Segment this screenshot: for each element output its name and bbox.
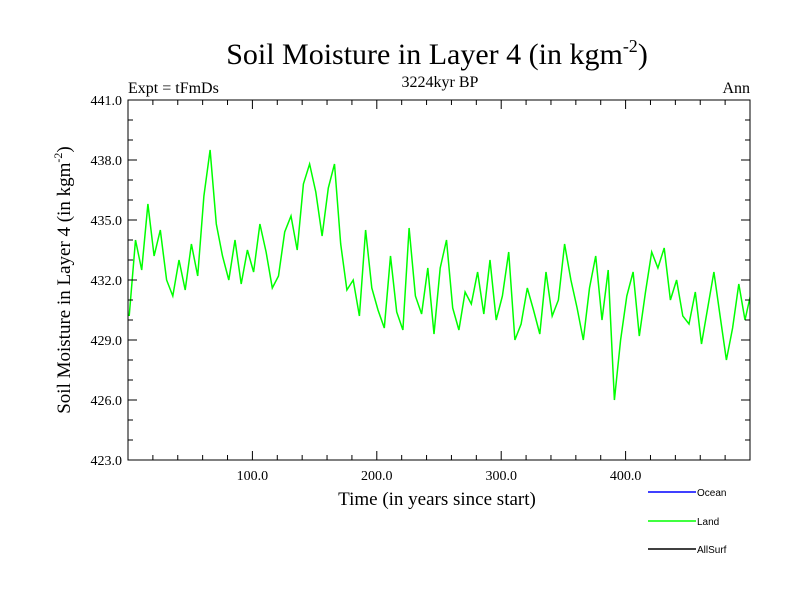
x-tick-label: 400.0 <box>610 469 642 484</box>
plot-area: 100.0 200.0 300.0 400.0 423.0 426.0 429.0 432.0… <box>91 94 751 484</box>
y-axis-label-superscript: -2 <box>51 153 65 163</box>
x-tick-label: 200.0 <box>361 469 393 484</box>
legend-label-ocean: Ocean <box>697 488 726 499</box>
series-line-land <box>128 149 750 401</box>
legend: Ocean Land AllSurf <box>648 488 727 556</box>
chart-title-main: Soil Moisture in Layer 4 (in kgm <box>226 38 623 71</box>
svg-text:Soil Moisture in Layer 4 (in k: Soil Moisture in Layer 4 (in kgm-2) <box>51 146 75 414</box>
x-tick-label: 100.0 <box>237 469 269 484</box>
chart-title: Soil Moisture in Layer 4 (in kgm-2) <box>226 36 648 71</box>
y-tick-label: 438.0 <box>91 154 123 169</box>
legend-label-land: Land <box>697 517 719 528</box>
season-label: Ann <box>722 80 750 97</box>
y-tick-label: 429.0 <box>91 334 123 349</box>
experiment-label: Expt = tFmDs <box>128 80 219 97</box>
y-tick-label: 435.0 <box>91 214 123 229</box>
y-tick-label: 432.0 <box>91 274 123 289</box>
y-axis-label-close: ) <box>54 146 75 152</box>
y-tick-label: 441.0 <box>91 94 123 109</box>
chart-title-superscript: -2 <box>623 36 638 56</box>
x-axis-label: Time (in years since start) <box>338 489 536 510</box>
legend-label-allsurf: AllSurf <box>697 545 727 556</box>
chart-title-close: ) <box>638 38 648 71</box>
svg-text:Soil Moisture in Layer 4 (in k: Soil Moisture in Layer 4 (in kgm-2) <box>226 36 648 71</box>
y-tick-label: 426.0 <box>91 394 123 409</box>
y-axis-label-main: Soil Moisture in Layer 4 (in kgm <box>54 162 75 413</box>
axis-ticks: 100.0 200.0 300.0 400.0 423.0 426.0 429.0 432.0… <box>91 94 750 484</box>
y-tick-label: 423.0 <box>91 454 123 469</box>
y-axis-label: Soil Moisture in Layer 4 (in kgm-2) <box>51 146 75 414</box>
chart-subtitle: 3224kyr BP <box>402 74 479 91</box>
x-tick-label: 300.0 <box>485 469 517 484</box>
